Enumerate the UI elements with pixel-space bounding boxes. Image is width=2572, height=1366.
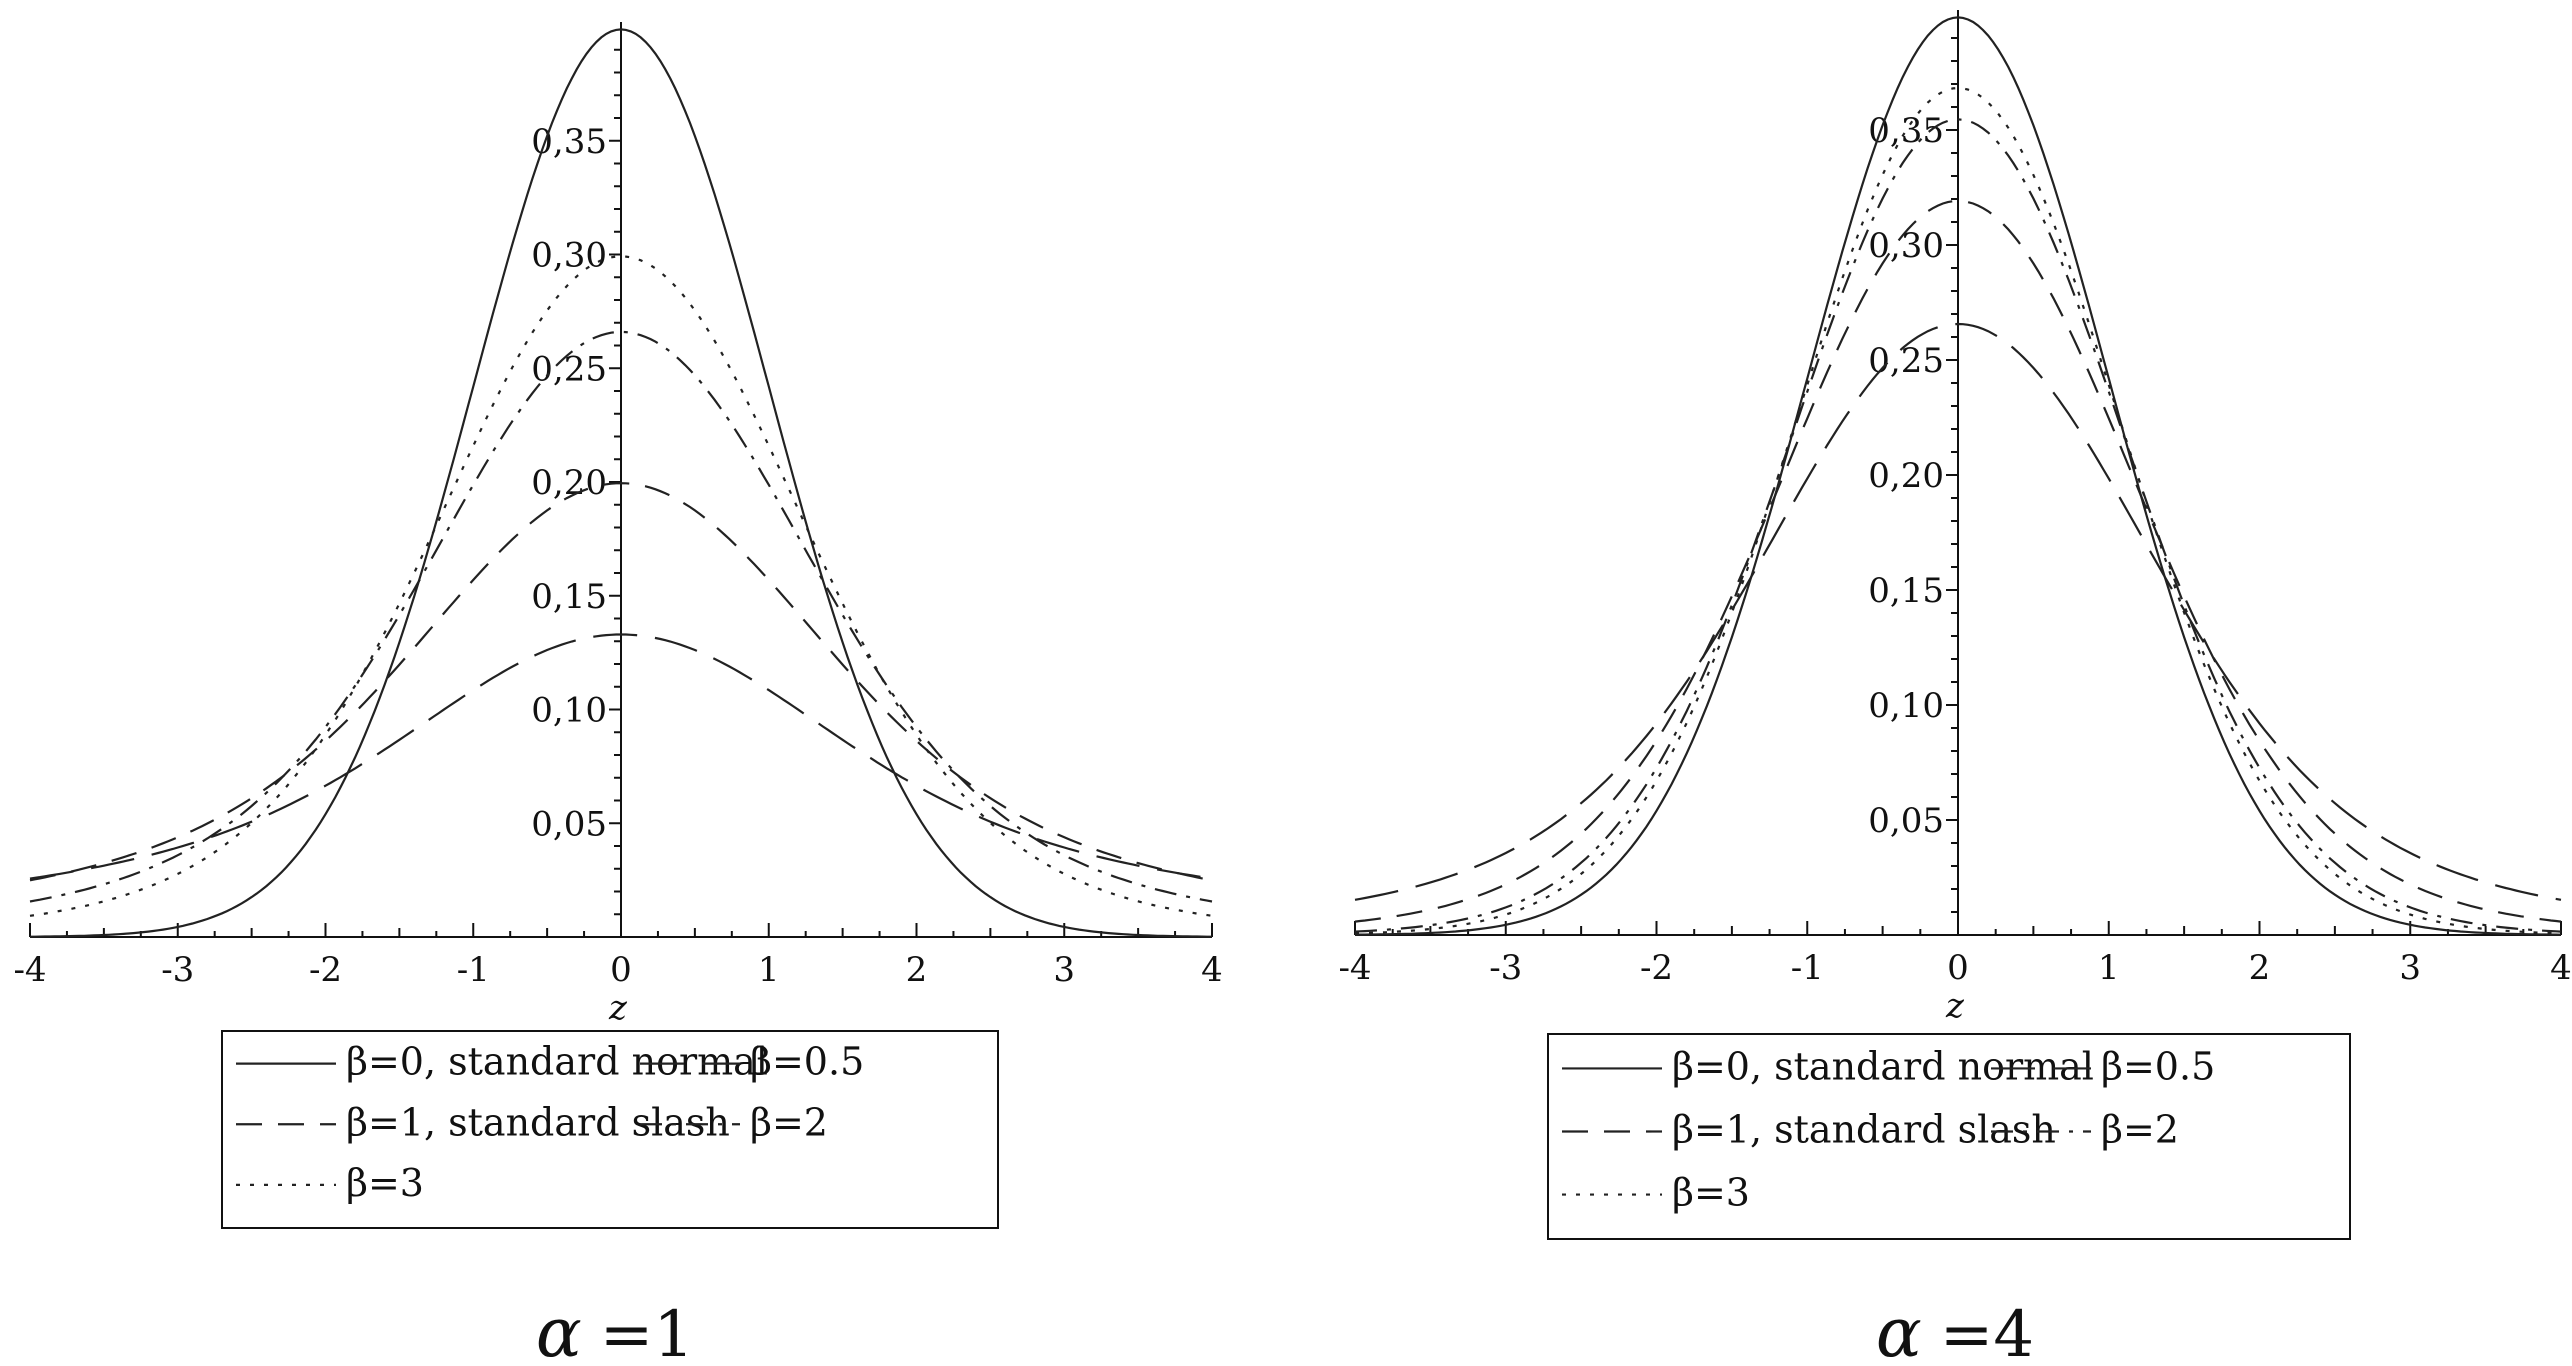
legend-label: β=1, standard slash (1672, 1107, 2056, 1151)
x-tick-label: -3 (161, 950, 194, 990)
caption-alpha-symbol: α (1876, 1294, 1922, 1366)
caption-alpha-symbol: α (536, 1294, 582, 1366)
caption-alpha-value: =4 (1940, 1298, 2034, 1366)
x-tick-label: 2 (2249, 948, 2271, 988)
series-line-beta-1 (1354, 199, 2562, 923)
series-line-beta-0-5 (1354, 322, 2562, 901)
x-tick-label: -1 (457, 950, 490, 990)
x-tick-label: -2 (1640, 948, 1673, 988)
x-tick-label: 4 (1201, 950, 1223, 990)
legend-label: β=0, standard normal (1672, 1044, 2094, 1088)
y-tick-label: 0,10 (531, 691, 607, 731)
caption-alpha-value: =1 (600, 1298, 694, 1366)
x-tick-label: 1 (758, 950, 780, 990)
chart-panel-2: -4 -3 -2 -1 0 1 2 3 40,050,100,150,200,250,300,3… (1338, 10, 2572, 1366)
legend-label: β=2 (750, 1100, 828, 1144)
panel-caption: α =1 (536, 1294, 694, 1366)
y-tick-label: 0,20 (1868, 456, 1944, 496)
y-tick-label: 0,05 (531, 804, 607, 844)
y-tick-label: 0,15 (1868, 571, 1944, 611)
legend-label: β=0, standard normal (346, 1040, 768, 1084)
y-tick-label: 0,25 (1868, 341, 1944, 381)
series-line-beta-3 (29, 255, 1213, 917)
x-tick-label: -4 (13, 950, 46, 990)
series-line-beta-1 (29, 482, 1213, 882)
y-tick-label: 0,05 (1868, 801, 1944, 841)
y-tick-label: 0,25 (531, 349, 607, 389)
series-line-beta-0-5 (29, 633, 1213, 880)
x-tick-label: 0 (610, 950, 632, 990)
series-line-beta-2 (1354, 118, 2562, 933)
y-tick-label: 0,10 (1868, 686, 1944, 726)
x-tick-label: -2 (309, 950, 342, 990)
x-tick-label: -4 (1338, 948, 1371, 988)
x-tick-label: 3 (2399, 948, 2421, 988)
legend-label: β=3 (346, 1161, 424, 1205)
legend-label: β=2 (2101, 1107, 2179, 1151)
y-tick-label: 0,35 (531, 122, 607, 162)
legend-box (221, 1030, 999, 1229)
x-tick-label: 4 (2550, 948, 2572, 988)
chart-panel-1: -4 -3 -2 -1 0 1 2 3 40,050,100,150,200,250,300,3… (13, 22, 1223, 1366)
legend-label: β=0.5 (2101, 1044, 2215, 1088)
series-line-beta-0 (30, 28, 1212, 938)
legend-label: β=1, standard slash (346, 1100, 730, 1144)
legend-label: β=0.5 (750, 1040, 864, 1084)
x-tick-label: 3 (1053, 950, 1075, 990)
x-tick-label: 1 (2098, 948, 2120, 988)
series-line-beta-3 (1354, 86, 2562, 935)
legend-box (1547, 1033, 2351, 1240)
y-tick-label: 0,30 (531, 236, 607, 276)
x-tick-label: -3 (1489, 948, 1522, 988)
series-line-beta-0 (1354, 16, 2562, 936)
x-axis-label: z (608, 988, 628, 1028)
x-tick-label: 0 (1947, 948, 1969, 988)
legend-label: β=3 (1672, 1171, 1750, 1215)
x-tick-label: -1 (1791, 948, 1824, 988)
panel-caption: α =4 (1876, 1294, 2034, 1366)
y-tick-label: 0,15 (531, 577, 607, 617)
x-tick-label: 2 (906, 950, 928, 990)
x-axis-label: z (1945, 986, 1965, 1026)
